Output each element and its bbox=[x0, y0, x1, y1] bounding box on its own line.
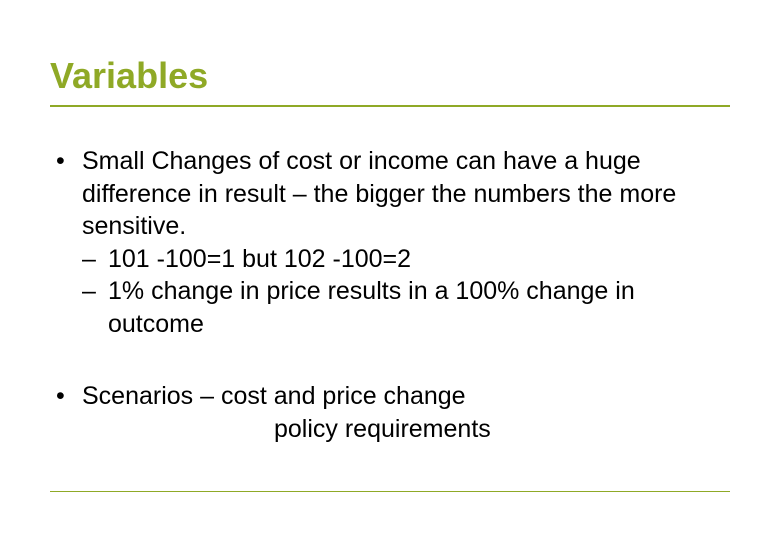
sub-bullet-item: – 101 -100=1 but 102 -100=2 bbox=[50, 243, 730, 276]
slide-body: • Small Changes of cost or income can ha… bbox=[50, 145, 730, 445]
sub-bullet-text: 101 -100=1 but 102 -100=2 bbox=[108, 243, 730, 276]
bullet-text: Scenarios – cost and price change bbox=[82, 380, 730, 413]
divider-line bbox=[50, 491, 730, 492]
sub-bullet-item: – 1% change in price results in a 100% c… bbox=[50, 275, 730, 340]
bullet-marker: • bbox=[50, 145, 82, 243]
sub-bullet-marker: – bbox=[82, 275, 108, 340]
sub-bullet-text: 1% change in price results in a 100% cha… bbox=[108, 275, 730, 340]
bullet-text: Small Changes of cost or income can have… bbox=[82, 145, 730, 243]
bullet-item: • Scenarios – cost and price change bbox=[50, 380, 730, 413]
bullet-continuation: policy requirements bbox=[50, 413, 730, 446]
bullet-marker: • bbox=[50, 380, 82, 413]
slide-title: Variables bbox=[50, 55, 730, 107]
bullet-item: • Small Changes of cost or income can ha… bbox=[50, 145, 730, 243]
spacer bbox=[50, 340, 730, 380]
sub-bullet-marker: – bbox=[82, 243, 108, 276]
